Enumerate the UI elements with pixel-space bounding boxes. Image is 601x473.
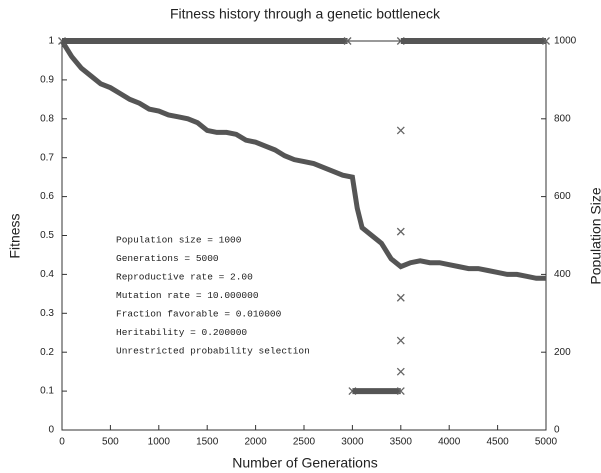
y-tick-label: 0.3 xyxy=(40,308,54,319)
y-tick-label: 0.7 xyxy=(40,152,54,163)
annotation: Fraction favorable = 0.010000 xyxy=(116,309,282,320)
x-tick-label: 4000 xyxy=(438,437,461,448)
y-tick-label: 0.1 xyxy=(40,386,54,397)
point-marker xyxy=(396,336,405,345)
y-tick-label: 0.9 xyxy=(40,75,54,86)
point-marker xyxy=(396,367,405,376)
fitness-line xyxy=(59,39,546,281)
y-tick-label: 0.5 xyxy=(40,230,54,241)
annotation: Generations = 5000 xyxy=(116,253,219,264)
annotation: Population size = 1000 xyxy=(116,235,242,246)
y2-axis-label: Population Size xyxy=(588,187,601,285)
point-marker xyxy=(396,293,405,302)
x-tick-label: 3000 xyxy=(341,437,364,448)
x-tick-label: 3500 xyxy=(390,437,413,448)
y2-tick-label: 200 xyxy=(554,347,571,358)
y-tick-label: 0 xyxy=(48,425,54,436)
y-tick-label: 1 xyxy=(48,36,54,47)
x-tick-label: 500 xyxy=(102,437,119,448)
point-marker xyxy=(396,227,405,236)
x-tick-label: 5000 xyxy=(535,437,558,448)
chart-title: Fitness history through a genetic bottle… xyxy=(170,6,441,22)
point-marker xyxy=(396,387,405,396)
annotation: Unrestricted probability selection xyxy=(116,346,310,357)
y-tick-label: 0.4 xyxy=(40,269,54,280)
x-tick-label: 2000 xyxy=(244,437,267,448)
annotation: Reproductive rate = 2.00 xyxy=(116,272,253,283)
y-tick-label: 0.6 xyxy=(40,191,54,202)
y2-tick-label: 0 xyxy=(554,425,560,436)
x-axis-label: Number of Generations xyxy=(232,455,378,471)
annotation: Heritability = 0.200000 xyxy=(116,327,247,338)
x-tick-label: 0 xyxy=(59,437,65,448)
x-tick-label: 4500 xyxy=(486,437,509,448)
point-marker xyxy=(542,37,550,45)
x-tick-label: 2500 xyxy=(293,437,316,448)
y-tick-label: 0.2 xyxy=(40,347,54,358)
y2-tick-label: 1000 xyxy=(554,36,577,47)
x-tick-label: 1500 xyxy=(196,437,219,448)
annotation: Mutation rate = 10.000000 xyxy=(116,290,259,301)
point-marker xyxy=(343,37,352,45)
y2-tick-label: 800 xyxy=(554,113,571,124)
y2-tick-label: 600 xyxy=(554,191,571,202)
point-marker xyxy=(396,126,405,135)
y-axis-label: Fitness xyxy=(7,213,23,258)
y2-tick-label: 400 xyxy=(554,269,571,280)
x-tick-label: 1000 xyxy=(148,437,171,448)
y-tick-label: 0.8 xyxy=(40,113,54,124)
